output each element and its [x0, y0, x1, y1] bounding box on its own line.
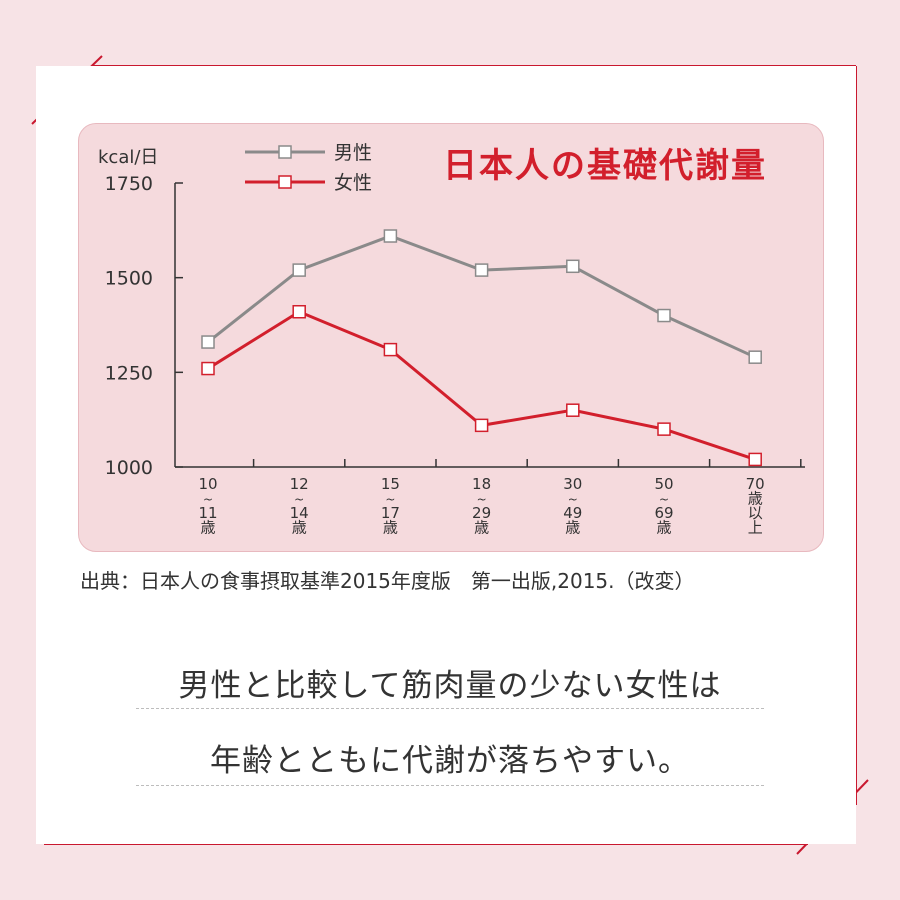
x-tick-label: ~ [568, 493, 578, 507]
y-axis-ticks: 1000 1250 1500 1750 [105, 173, 183, 479]
x-tick-label: 歳 [383, 519, 398, 537]
chart-series [201, 229, 762, 467]
legend-marker-0 [278, 145, 292, 159]
x-tick-label: 18 [472, 475, 491, 493]
chart-axes [174, 183, 805, 468]
x-tick-label: 17 [381, 504, 400, 522]
series-line-0 [207, 234, 756, 359]
x-tick-label: 30 [563, 475, 582, 493]
caption-line-1: 男性と比較して筋肉量の少ない女性は [178, 668, 722, 704]
data-point-marker [566, 259, 580, 274]
x-tick-label: ~ [659, 493, 669, 507]
y-tick-label: 1750 [105, 173, 153, 195]
x-tick-label: 11 [198, 504, 217, 522]
x-tick-label: 70 [746, 475, 765, 493]
data-point-marker [474, 263, 489, 277]
caption-divider-1 [136, 708, 764, 709]
x-tick-label: 15 [381, 475, 400, 493]
x-tick-label: 歳 [656, 519, 671, 537]
data-point-marker [748, 350, 762, 364]
data-point-marker [383, 229, 398, 243]
x-axis-ticks: 10~11歳12~14歳15~17歳18~29歳30~49歳50~69歳70歳以… [198, 459, 802, 537]
x-tick-label: 歳 [200, 519, 215, 537]
legend-label-0: 男性 [334, 142, 372, 164]
caption-line-2: 年齢とともに代謝が落ちやすい。 [210, 743, 690, 779]
x-tick-label: 歳 [748, 490, 763, 508]
source-citation: 出典：日本人の食事摂取基準2015年度版 第一出版,2015.（改変） [80, 569, 695, 593]
caption-divider-2 [136, 785, 764, 786]
x-tick-label: 49 [563, 504, 582, 522]
legend-label-1: 女性 [334, 172, 372, 194]
y-tick-label: 1250 [105, 362, 153, 384]
x-tick-label: 14 [290, 504, 309, 522]
x-tick-label: 50 [654, 475, 673, 493]
data-point-marker [201, 335, 215, 349]
y-tick-label: 1000 [105, 457, 153, 479]
data-point-marker [566, 403, 580, 417]
x-tick-label: 69 [654, 504, 673, 522]
x-tick-label: 以 [748, 504, 763, 522]
data-point-marker [748, 452, 762, 467]
data-point-marker [292, 263, 306, 277]
series-line-1 [207, 310, 756, 461]
chart-title: 日本人の基礎代謝量 [443, 146, 767, 186]
x-tick-label: 29 [472, 504, 491, 522]
legend-marker-1 [278, 175, 292, 189]
data-point-marker [657, 308, 671, 323]
x-tick-label: 上 [748, 519, 763, 537]
x-tick-label: ~ [294, 493, 304, 507]
data-point-marker [201, 361, 215, 376]
y-tick-label: 1500 [105, 268, 153, 290]
data-point-marker [292, 304, 306, 319]
x-tick-label: ~ [385, 493, 395, 507]
x-tick-label: ~ [203, 493, 213, 507]
x-tick-label: 10 [198, 475, 217, 493]
x-tick-label: ~ [477, 493, 487, 507]
data-point-marker [383, 342, 398, 357]
data-point-marker [657, 422, 671, 436]
x-tick-label: 歳 [292, 519, 307, 537]
data-point-marker [474, 418, 489, 433]
y-axis-unit-label: kcal/日 [98, 147, 158, 168]
x-tick-label: 歳 [565, 519, 580, 537]
x-tick-label: 歳 [474, 519, 489, 537]
x-tick-label: 12 [290, 475, 309, 493]
